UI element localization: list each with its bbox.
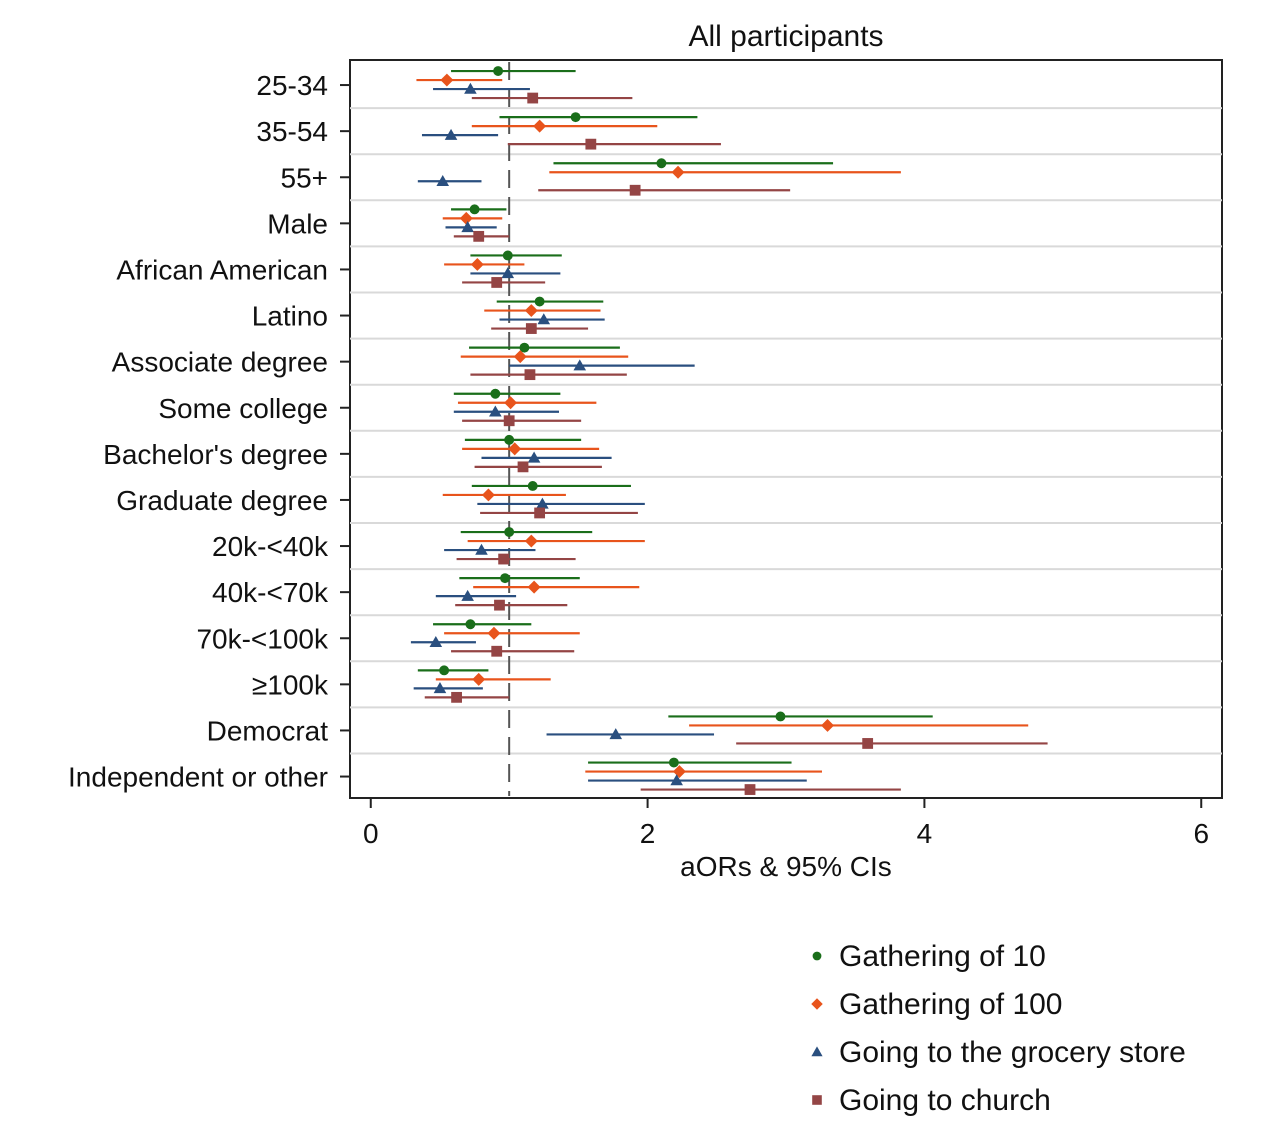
point-estimate-gathering-of-10 xyxy=(493,66,504,77)
point-estimate-going-to-church xyxy=(525,323,537,334)
point-estimate-gathering-of-10 xyxy=(570,112,581,123)
point-estimate-going-to-the-grocery-store xyxy=(609,728,623,740)
category-label: 25-34 xyxy=(256,70,328,101)
point-estimate-gathering-of-100 xyxy=(440,73,454,87)
point-estimate-going-to-church xyxy=(585,138,597,150)
point-estimate-going-to-the-grocery-store xyxy=(527,451,541,463)
legend-label-going-to-the-grocery-store: Going to the grocery store xyxy=(839,1036,1186,1069)
point-estimate-gathering-of-100 xyxy=(533,119,547,133)
category-label: Associate degree xyxy=(112,347,328,378)
point-estimate-going-to-church xyxy=(862,738,874,749)
category-label: Bachelor's degree xyxy=(103,439,328,470)
category-label: 70k-<100k xyxy=(196,623,329,654)
point-estimate-going-to-church xyxy=(494,599,505,611)
point-estimate-going-to-church xyxy=(517,461,529,473)
x-axis-label: aORs & 95% CIs xyxy=(680,851,892,882)
point-estimate-going-to-the-grocery-store xyxy=(501,267,515,279)
point-estimate-gathering-of-10 xyxy=(519,342,530,353)
point-estimate-gathering-of-100 xyxy=(472,672,486,686)
point-estimate-gathering-of-10 xyxy=(502,250,513,261)
point-estimate-going-to-church xyxy=(451,691,462,703)
legend-marker-gathering-of-100 xyxy=(811,998,823,1010)
point-estimate-going-to-the-grocery-store xyxy=(536,497,549,509)
point-estimate-gathering-of-100 xyxy=(524,534,538,548)
point-estimate-gathering-of-100 xyxy=(508,442,522,456)
legend-marker-going-to-church xyxy=(812,1095,822,1105)
point-estimate-going-to-the-grocery-store xyxy=(429,635,443,647)
point-estimate-going-to-church xyxy=(503,415,515,427)
category-label: Male xyxy=(267,208,328,239)
category-label: 40k-<70k xyxy=(212,577,329,608)
point-estimate-going-to-church xyxy=(527,92,539,104)
category-label: Latino xyxy=(252,301,328,332)
x-tick-label: 4 xyxy=(917,818,933,849)
category-label: Democrat xyxy=(207,715,329,746)
point-estimate-gathering-of-10 xyxy=(527,481,538,491)
point-estimate-going-to-church xyxy=(473,230,485,242)
point-estimate-going-to-church xyxy=(534,507,546,519)
category-label: 35-54 xyxy=(256,116,328,147)
point-estimate-going-to-church xyxy=(524,369,536,381)
point-estimate-gathering-of-10 xyxy=(500,573,510,584)
x-tick-label: 2 xyxy=(640,818,656,849)
legend-label-going-to-church: Going to church xyxy=(839,1084,1051,1117)
x-tick-label: 6 xyxy=(1193,818,1209,849)
point-estimate-gathering-of-100 xyxy=(672,765,686,779)
point-estimate-going-to-church xyxy=(629,184,641,196)
legend-marker-gathering-of-10 xyxy=(812,951,822,961)
point-estimate-gathering-of-100 xyxy=(513,350,527,364)
legend: Gathering of 10 Gathering of 100 Going to … xyxy=(811,940,1186,1117)
category-label: African American xyxy=(116,254,328,285)
point-estimate-gathering-of-100 xyxy=(459,211,473,225)
legend-label-gathering-of-100: Gathering of 100 xyxy=(839,988,1063,1021)
chart-title: All participants xyxy=(688,20,883,53)
point-estimate-gathering-of-10 xyxy=(534,296,545,307)
point-estimate-gathering-of-100 xyxy=(671,165,685,179)
point-estimate-gathering-of-10 xyxy=(490,388,501,399)
point-estimate-gathering-of-10 xyxy=(504,527,515,537)
legend-marker-going-to-the-grocery-store xyxy=(811,1046,823,1057)
point-estimate-going-to-church xyxy=(491,277,503,288)
point-estimate-going-to-the-grocery-store xyxy=(537,313,551,325)
x-tick-label: 0 xyxy=(363,818,379,849)
category-label: Independent or other xyxy=(68,762,328,793)
category-label: ≥100k xyxy=(252,669,329,700)
point-estimate-going-to-the-grocery-store xyxy=(436,174,450,186)
point-estimate-gathering-of-100 xyxy=(481,488,495,502)
point-estimate-gathering-of-10 xyxy=(668,757,679,768)
point-estimate-going-to-the-grocery-store xyxy=(475,543,488,555)
point-estimate-gathering-of-100 xyxy=(487,626,501,640)
point-estimate-gathering-of-10 xyxy=(656,158,667,169)
point-estimate-going-to-the-grocery-store xyxy=(444,128,458,140)
point-estimate-going-to-the-grocery-store xyxy=(461,589,474,601)
point-estimate-going-to-the-grocery-store xyxy=(461,221,474,233)
point-estimate-going-to-the-grocery-store xyxy=(489,405,502,417)
plot-frame xyxy=(349,59,1223,799)
point-estimate-gathering-of-10 xyxy=(504,434,515,445)
point-estimate-gathering-of-100 xyxy=(821,718,835,732)
point-estimate-gathering-of-100 xyxy=(527,580,541,594)
point-estimate-gathering-of-100 xyxy=(524,304,538,318)
point-estimate-gathering-of-10 xyxy=(775,711,786,722)
point-estimate-gathering-of-100 xyxy=(470,257,484,271)
point-estimate-going-to-the-grocery-store xyxy=(573,359,587,371)
point-estimate-going-to-the-grocery-store xyxy=(433,682,447,694)
point-estimate-going-to-church xyxy=(744,784,756,795)
point-estimate-gathering-of-10 xyxy=(469,204,480,215)
point-estimate-going-to-church xyxy=(498,553,510,565)
category-label: 55+ xyxy=(281,162,329,193)
point-estimate-going-to-the-grocery-store xyxy=(464,82,477,94)
category-label: 20k-<40k xyxy=(212,531,329,562)
plot-area: 25-34 35-54 55+ Male African American Latino A… xyxy=(68,59,1223,849)
point-estimate-gathering-of-100 xyxy=(504,396,518,410)
category-label: Graduate degree xyxy=(116,485,328,516)
point-estimate-going-to-the-grocery-store xyxy=(670,774,683,786)
point-estimate-gathering-of-10 xyxy=(465,619,476,630)
point-estimate-gathering-of-10 xyxy=(439,665,450,676)
legend-label-gathering-of-10: Gathering of 10 xyxy=(839,940,1046,973)
category-label: Some college xyxy=(158,393,328,424)
point-estimate-going-to-church xyxy=(491,645,503,657)
